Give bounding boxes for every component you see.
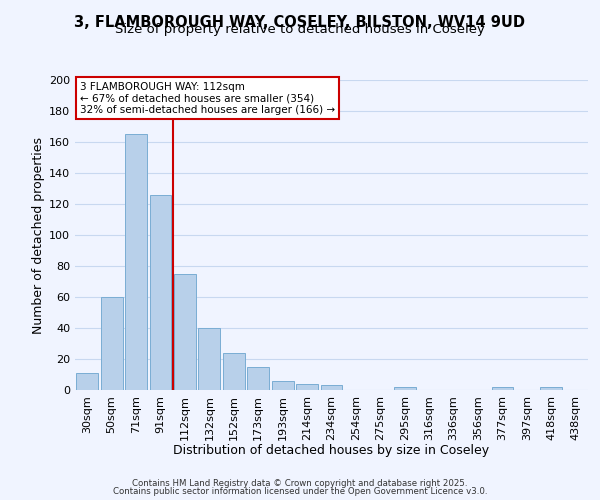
Bar bbox=[199, 328, 220, 390]
Bar bbox=[101, 297, 122, 390]
Bar bbox=[125, 134, 147, 390]
Text: Contains public sector information licensed under the Open Government Licence v3: Contains public sector information licen… bbox=[113, 487, 487, 496]
Y-axis label: Number of detached properties: Number of detached properties bbox=[32, 136, 45, 334]
Bar bbox=[272, 380, 293, 390]
Bar bbox=[296, 384, 318, 390]
Bar bbox=[149, 194, 172, 390]
Text: 3, FLAMBOROUGH WAY, COSELEY, BILSTON, WV14 9UD: 3, FLAMBOROUGH WAY, COSELEY, BILSTON, WV… bbox=[74, 15, 526, 30]
Bar bbox=[320, 386, 343, 390]
X-axis label: Distribution of detached houses by size in Coseley: Distribution of detached houses by size … bbox=[173, 444, 490, 457]
Text: 3 FLAMBOROUGH WAY: 112sqm
← 67% of detached houses are smaller (354)
32% of semi: 3 FLAMBOROUGH WAY: 112sqm ← 67% of detac… bbox=[80, 82, 335, 115]
Bar bbox=[247, 367, 269, 390]
Bar bbox=[394, 387, 416, 390]
Bar bbox=[174, 274, 196, 390]
Bar bbox=[223, 353, 245, 390]
Bar bbox=[76, 373, 98, 390]
Bar bbox=[541, 387, 562, 390]
Text: Contains HM Land Registry data © Crown copyright and database right 2025.: Contains HM Land Registry data © Crown c… bbox=[132, 478, 468, 488]
Text: Size of property relative to detached houses in Coseley: Size of property relative to detached ho… bbox=[115, 22, 485, 36]
Bar bbox=[491, 387, 514, 390]
